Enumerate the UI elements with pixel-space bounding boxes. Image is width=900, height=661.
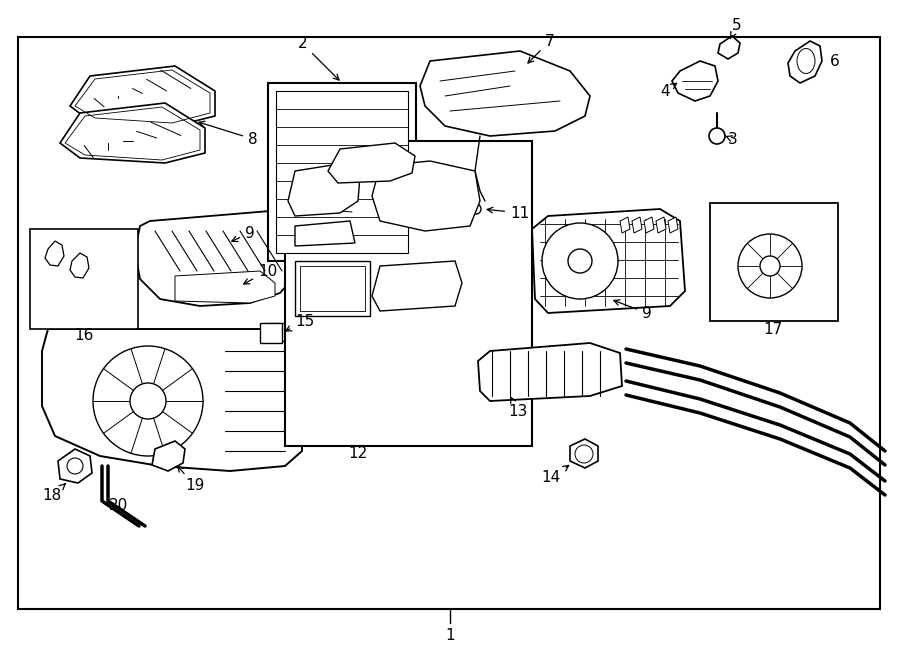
- Polygon shape: [372, 261, 462, 311]
- Text: 9: 9: [232, 225, 255, 241]
- Polygon shape: [45, 241, 64, 266]
- Polygon shape: [135, 211, 300, 306]
- Polygon shape: [288, 163, 360, 216]
- Text: 19: 19: [177, 466, 204, 494]
- Bar: [265, 323, 285, 341]
- Circle shape: [471, 204, 481, 214]
- Polygon shape: [788, 41, 822, 83]
- Polygon shape: [478, 343, 622, 401]
- Text: 3: 3: [725, 132, 738, 147]
- Text: 10: 10: [244, 264, 277, 284]
- Bar: [285, 141, 532, 446]
- Text: 16: 16: [75, 329, 94, 344]
- Polygon shape: [58, 449, 92, 483]
- Polygon shape: [570, 439, 598, 468]
- Polygon shape: [60, 103, 205, 163]
- Polygon shape: [70, 66, 215, 126]
- Circle shape: [738, 234, 802, 298]
- Bar: [260, 323, 282, 343]
- Polygon shape: [328, 143, 415, 183]
- Polygon shape: [175, 271, 275, 303]
- Circle shape: [67, 458, 83, 474]
- Bar: [276, 91, 408, 253]
- Bar: [295, 261, 370, 316]
- Polygon shape: [372, 161, 480, 231]
- Circle shape: [568, 249, 592, 273]
- Polygon shape: [70, 253, 89, 278]
- Text: 12: 12: [348, 446, 367, 461]
- Polygon shape: [656, 217, 666, 233]
- Text: 17: 17: [763, 321, 783, 336]
- Polygon shape: [668, 217, 678, 233]
- Circle shape: [130, 383, 166, 419]
- Circle shape: [93, 346, 203, 456]
- Text: 14: 14: [542, 465, 569, 485]
- Text: 11: 11: [487, 206, 529, 221]
- Text: 13: 13: [508, 397, 527, 418]
- Bar: [710, 203, 838, 321]
- Polygon shape: [718, 36, 740, 59]
- Polygon shape: [152, 441, 185, 471]
- Text: 20: 20: [108, 498, 128, 514]
- Text: 9: 9: [614, 300, 652, 321]
- Text: 6: 6: [830, 54, 840, 69]
- Text: 4: 4: [661, 83, 677, 98]
- Text: 18: 18: [43, 484, 66, 504]
- Bar: [300, 266, 365, 311]
- Circle shape: [760, 256, 780, 276]
- Circle shape: [575, 445, 593, 463]
- Bar: [30, 229, 138, 329]
- Polygon shape: [532, 209, 685, 313]
- Polygon shape: [42, 329, 302, 471]
- Text: 8: 8: [199, 121, 257, 147]
- Text: 2: 2: [298, 36, 339, 80]
- Polygon shape: [644, 217, 654, 233]
- Bar: [18, 37, 880, 609]
- Ellipse shape: [797, 48, 815, 73]
- Polygon shape: [295, 221, 355, 246]
- Polygon shape: [672, 61, 718, 101]
- Text: 1: 1: [446, 629, 454, 644]
- Text: 15: 15: [285, 313, 314, 331]
- Polygon shape: [420, 51, 590, 136]
- Polygon shape: [632, 217, 642, 233]
- Text: 7: 7: [528, 34, 554, 63]
- Circle shape: [709, 128, 725, 144]
- Circle shape: [542, 223, 618, 299]
- Bar: [268, 83, 416, 261]
- Text: 5: 5: [730, 19, 742, 39]
- Polygon shape: [620, 217, 630, 233]
